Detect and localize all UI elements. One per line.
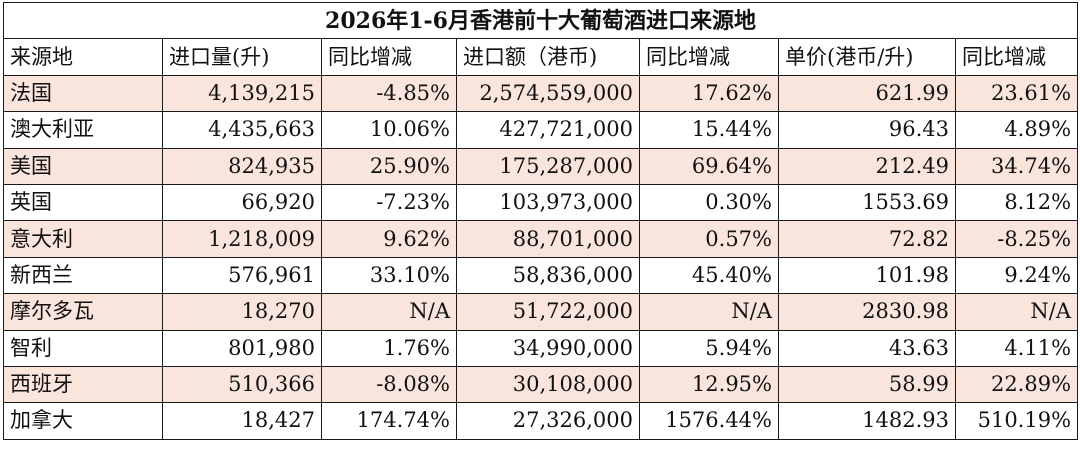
table-row: 新西兰 576,961 33.10% 58,836,000 45.40% 101.98 9.…	[3, 256, 1079, 295]
cell-country: 意大利	[3, 220, 163, 258]
cell-volume: 824,935	[162, 147, 322, 185]
cell-price-yoy: 9.24%	[954, 256, 1079, 295]
header-cell-country: 来源地	[3, 38, 163, 76]
cell-price: 101.98	[778, 256, 956, 295]
cell-volume: 801,980	[162, 329, 322, 367]
table-row: 加拿大 18,427 174.74% 27,326,000 1576.44% 1482.9…	[3, 402, 1079, 440]
table-row: 澳大利亚 4,435,663 10.06% 427,721,000 15.44% 96.4…	[3, 111, 1079, 149]
table-row: 西班牙 510,366 -8.08% 30,108,000 12.95% 58.99 22.…	[3, 365, 1079, 404]
cell-country: 美国	[3, 147, 163, 185]
cell-country: 加拿大	[3, 402, 163, 440]
cell-value: 34,990,000	[456, 329, 640, 367]
table-row: 意大利 1,218,009 9.62% 88,701,000 0.57% 72.82 -8.…	[3, 220, 1079, 258]
cell-volume: 4,435,663	[162, 111, 322, 149]
cell-price: 2830.98	[778, 293, 956, 331]
cell-value: 58,836,000	[456, 256, 640, 295]
cell-price-yoy: 22.89%	[954, 365, 1079, 404]
cell-volume-yoy: -4.85%	[321, 74, 457, 113]
cell-price: 1482.93	[778, 402, 956, 440]
table-row: 法国 4,139,215 -4.85% 2,574,559,000 17.62% 621.…	[3, 74, 1079, 113]
cell-volume-yoy: N/A	[321, 293, 457, 331]
cell-value: 51,722,000	[456, 293, 640, 331]
title-row: 2026年1-6月香港前十大葡萄酒进口来源地	[2, 1, 1079, 40]
header-cell-value-yoy: 同比增减	[639, 38, 779, 76]
cell-volume: 576,961	[162, 256, 322, 295]
cell-volume: 510,366	[162, 365, 322, 404]
cell-value: 103,973,000	[456, 183, 640, 222]
cell-value: 175,287,000	[456, 147, 640, 185]
cell-volume-yoy: 10.06%	[321, 111, 457, 149]
cell-country: 法国	[3, 74, 163, 113]
header-row: 来源地 进口量(升) 同比增减 进口额（港币) 同比增减 单价(港币/升) 同比…	[3, 38, 1079, 76]
cell-country: 澳大利亚	[3, 111, 163, 149]
cell-value-yoy: 45.40%	[639, 256, 779, 295]
cell-value-yoy: N/A	[639, 293, 779, 331]
table-row: 智利 801,980 1.76% 34,990,000 5.94% 43.63 4.11%	[3, 329, 1079, 367]
cell-price-yoy: 4.89%	[954, 111, 1079, 149]
cell-country: 新西兰	[3, 256, 163, 295]
cell-price-yoy: 34.74%	[954, 147, 1079, 185]
cell-price: 58.99	[778, 365, 956, 404]
cell-price-yoy: 4.11%	[954, 329, 1079, 367]
cell-volume-yoy: 33.10%	[321, 256, 457, 295]
cell-price: 621.99	[778, 74, 956, 113]
cell-country: 摩尔多瓦	[3, 293, 163, 331]
header-cell-value: 进口额（港币)	[456, 38, 640, 76]
cell-volume-yoy: 25.90%	[321, 147, 457, 185]
cell-volume: 18,270	[162, 293, 322, 331]
cell-value: 2,574,559,000	[456, 74, 640, 113]
cell-volume: 4,139,215	[162, 74, 322, 113]
header-cell-volume: 进口量(升)	[162, 38, 322, 76]
cell-price-yoy: 510.19%	[954, 402, 1079, 440]
cell-price-yoy: 8.12%	[954, 183, 1079, 222]
cell-volume: 18,427	[162, 402, 322, 440]
cell-volume-yoy: -8.08%	[321, 365, 457, 404]
table-row: 美国 824,935 25.90% 175,287,000 69.64% 212.49 34…	[3, 147, 1079, 185]
cell-volume: 66,920	[162, 183, 322, 222]
cell-value-yoy: 0.30%	[639, 183, 779, 222]
table-body: 法国 4,139,215 -4.85% 2,574,559,000 17.62% 621.…	[3, 74, 1079, 440]
header-cell-price-yoy: 同比增减	[954, 38, 1079, 76]
cell-price: 43.63	[778, 329, 956, 367]
cell-volume-yoy: 9.62%	[321, 220, 457, 258]
cell-value-yoy: 15.44%	[639, 111, 779, 149]
cell-price: 72.82	[778, 220, 956, 258]
cell-volume-yoy: 1.76%	[321, 329, 457, 367]
cell-value-yoy: 1576.44%	[639, 402, 779, 440]
cell-value-yoy: 5.94%	[639, 329, 779, 367]
cell-value: 30,108,000	[456, 365, 640, 404]
cell-price-yoy: 23.61%	[954, 74, 1079, 113]
cell-price: 1553.69	[778, 183, 956, 222]
cell-price-yoy: -8.25%	[954, 220, 1079, 258]
header-cell-price: 单价(港币/升)	[778, 38, 956, 76]
cell-price-yoy: N/A	[954, 293, 1079, 331]
cell-country: 西班牙	[3, 365, 163, 404]
cell-volume-yoy: -7.23%	[321, 183, 457, 222]
cell-value: 88,701,000	[456, 220, 640, 258]
cell-value: 427,721,000	[456, 111, 640, 149]
cell-price: 96.43	[778, 111, 956, 149]
cell-country: 智利	[3, 329, 163, 367]
table-row: 英国 66,920 -7.23% 103,973,000 0.30% 1553.69 8.1…	[3, 183, 1079, 222]
cell-price: 212.49	[778, 147, 956, 185]
cell-value: 27,326,000	[456, 402, 640, 440]
cell-country: 英国	[3, 183, 163, 222]
cell-volume-yoy: 174.74%	[321, 402, 457, 440]
wine-import-table: 2026年1-6月香港前十大葡萄酒进口来源地 来源地 进口量(升) 同比增减 进…	[2, 1, 1079, 440]
table-title: 2026年1-6月香港前十大葡萄酒进口来源地	[2, 1, 1079, 40]
table-row: 摩尔多瓦 18,270 N/A 51,722,000 N/A 2830.98 N/A	[3, 293, 1079, 331]
cell-value-yoy: 17.62%	[639, 74, 779, 113]
cell-value-yoy: 12.95%	[639, 365, 779, 404]
cell-volume: 1,218,009	[162, 220, 322, 258]
cell-value-yoy: 69.64%	[639, 147, 779, 185]
cell-value-yoy: 0.57%	[639, 220, 779, 258]
header-cell-volume-yoy: 同比增减	[321, 38, 457, 76]
